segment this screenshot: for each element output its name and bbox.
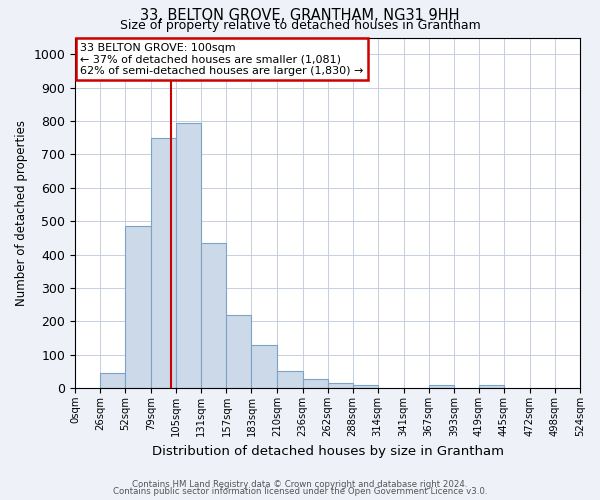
Bar [202,243,226,388]
Bar [429,386,454,388]
Y-axis label: Number of detached properties: Number of detached properties [15,120,28,306]
Bar [302,379,328,388]
Bar [328,383,353,388]
Text: Size of property relative to detached houses in Grantham: Size of property relative to detached ho… [119,18,481,32]
Bar [226,314,251,388]
Text: 33, BELTON GROVE, GRANTHAM, NG31 9HH: 33, BELTON GROVE, GRANTHAM, NG31 9HH [140,8,460,22]
Text: Contains public sector information licensed under the Open Government Licence v3: Contains public sector information licen… [113,487,487,496]
Bar [125,226,151,388]
Bar [251,344,277,388]
Bar [151,138,176,388]
Text: Contains HM Land Registry data © Crown copyright and database right 2024.: Contains HM Land Registry data © Crown c… [132,480,468,489]
Bar [479,386,504,388]
Bar [277,372,302,388]
Bar [176,122,202,388]
Text: 33 BELTON GROVE: 100sqm
← 37% of detached houses are smaller (1,081)
62% of semi: 33 BELTON GROVE: 100sqm ← 37% of detache… [80,43,364,76]
X-axis label: Distribution of detached houses by size in Grantham: Distribution of detached houses by size … [152,444,503,458]
Bar [100,373,125,388]
Bar [353,385,377,388]
